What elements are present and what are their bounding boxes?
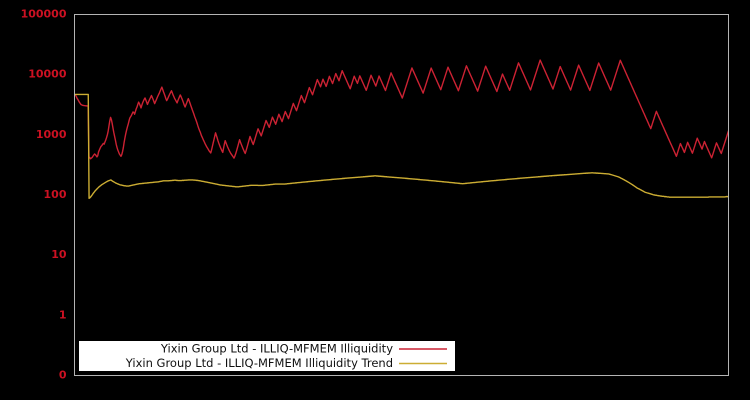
axis-frame [74, 14, 729, 376]
series-lines [74, 59, 729, 200]
plot-area-background [74, 14, 729, 376]
y-axis-tick-label: 1000 [36, 128, 67, 141]
series-line [74, 93, 729, 200]
chart-legend[interactable]: Yixin Group Ltd - ILLIQ-MFMEM Illiquidit… [79, 341, 455, 371]
y-axis-tick-label: 1 [59, 308, 67, 321]
y-axis-tick-label: 10 [51, 248, 67, 261]
y-axis-tick-label: 100 [44, 188, 67, 201]
y-axis-tick-label: 0 [59, 369, 67, 382]
plot-border [74, 14, 729, 376]
legend-background [79, 341, 455, 371]
y-axis-tick-label: 100000 [21, 8, 67, 21]
legend-entry-label: Yixin Group Ltd - ILLIQ-MFMEM Illiquidit… [160, 342, 393, 356]
y-axis-tick-label: 10000 [28, 68, 67, 81]
legend-entry-label: Yixin Group Ltd - ILLIQ-MFMEM Illiquidit… [125, 356, 393, 370]
series-line [74, 59, 729, 160]
